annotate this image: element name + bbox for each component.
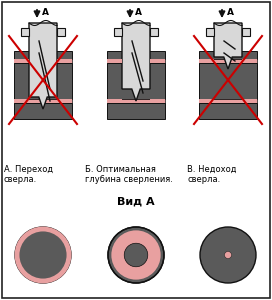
Text: А: А [135,8,142,17]
Bar [107,63,165,99]
Circle shape [111,230,161,280]
Polygon shape [122,51,150,101]
Bar [57,59,72,63]
Polygon shape [122,23,150,101]
Circle shape [224,251,231,259]
Bar [107,59,122,63]
Bar [107,51,165,59]
Bar [242,59,257,63]
Circle shape [124,243,148,267]
Bar [14,63,72,99]
Bar [14,51,72,59]
Bar [107,99,122,103]
Circle shape [108,227,164,283]
Polygon shape [29,51,57,109]
Bar [114,28,122,36]
Bar [107,59,165,63]
Text: Вид А: Вид А [117,196,155,206]
Text: А: А [42,8,49,17]
Bar [14,59,29,63]
Bar [199,63,257,99]
Polygon shape [29,23,57,109]
Bar [107,99,165,103]
Bar [199,99,214,103]
Text: В. Недоход
сверла.: В. Недоход сверла. [187,165,236,184]
Bar [199,59,257,63]
Bar [199,59,214,63]
Text: А. Переход
сверла.: А. Переход сверла. [4,165,53,184]
Bar [150,28,158,36]
Bar [57,28,65,36]
Bar [14,103,72,119]
Bar [199,103,257,119]
Bar [21,28,29,36]
Circle shape [15,227,71,283]
Bar [199,99,257,103]
Bar [57,99,72,103]
Bar [199,51,257,59]
Bar [206,28,214,36]
Text: Б. Оптимальная
глубина сверления.: Б. Оптимальная глубина сверления. [85,165,173,184]
Bar [242,28,250,36]
Circle shape [200,227,256,283]
Bar [14,59,72,63]
Polygon shape [214,51,242,69]
Bar [150,59,165,63]
Bar [107,103,165,119]
Bar [14,99,72,103]
Polygon shape [214,23,242,69]
Bar [242,99,257,103]
Bar [14,99,29,103]
Bar [150,99,165,103]
Text: А: А [227,8,234,17]
